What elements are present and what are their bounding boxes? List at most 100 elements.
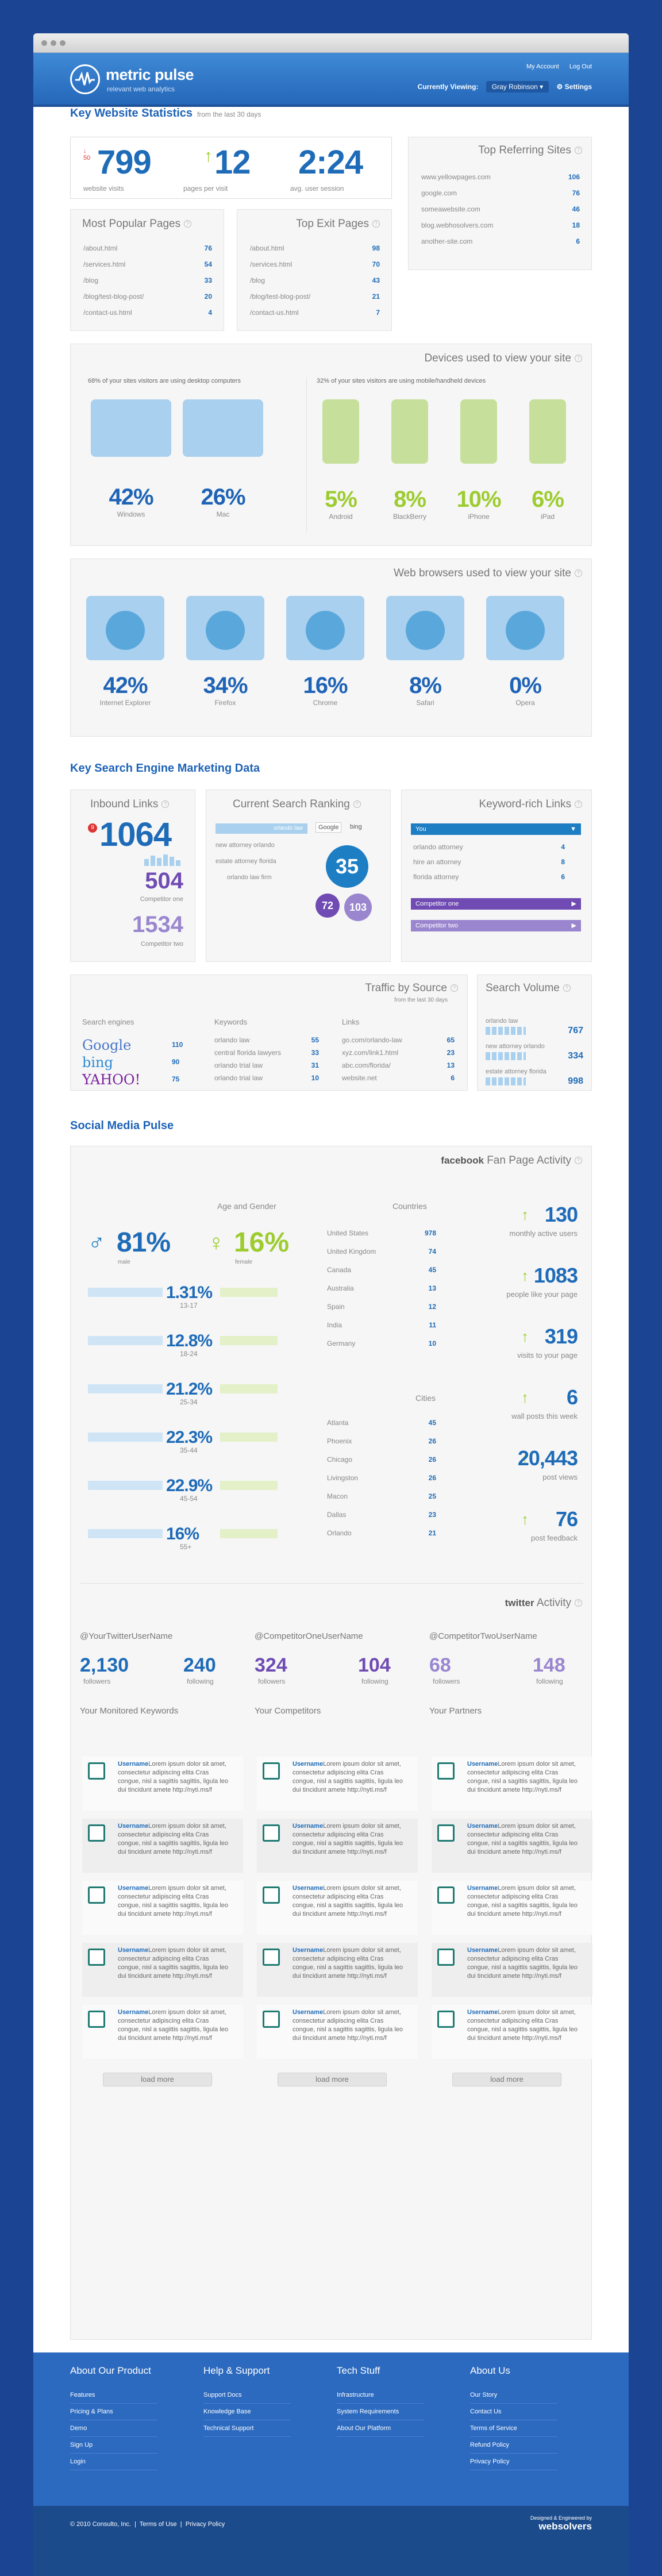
ranking-keyword[interactable]: new attorney orlando xyxy=(215,842,275,849)
rich-competitor-two-bar[interactable]: Competitor two ▶ xyxy=(411,920,581,931)
bing-tab[interactable]: bing xyxy=(350,823,362,830)
avatar[interactable] xyxy=(88,1949,105,1966)
help-icon[interactable]: ? xyxy=(575,355,582,363)
rich-competitor-one-bar[interactable]: Competitor one ▶ xyxy=(411,898,581,910)
footer-link[interactable]: Knowledge Base xyxy=(203,2404,291,2420)
tweet-username[interactable]: Username xyxy=(467,1761,498,1768)
popular-row[interactable]: /blog/test-blog-post/20 xyxy=(83,292,212,301)
tweet-username[interactable]: Username xyxy=(467,1823,498,1830)
tweet-username[interactable]: Username xyxy=(118,1761,149,1768)
help-icon[interactable]: ? xyxy=(575,147,582,155)
footer-link[interactable]: Pricing & Plans xyxy=(70,2404,157,2420)
help-icon[interactable]: ? xyxy=(575,1599,582,1607)
tweet-username[interactable]: Username xyxy=(118,2009,149,2016)
tweet-username[interactable]: Username xyxy=(467,1885,498,1892)
twitter-username[interactable]: @CompetitorTwoUserName xyxy=(429,1631,537,1641)
log-out-link[interactable]: Log Out xyxy=(569,63,592,70)
referring-row[interactable]: google.com 76 xyxy=(421,189,580,197)
avatar[interactable] xyxy=(437,1949,455,1966)
tweet-username[interactable]: Username xyxy=(292,2009,324,2016)
ranking-keyword[interactable]: estate attorney florida xyxy=(215,858,276,865)
rich-you-bar[interactable]: You ▼ xyxy=(411,823,581,835)
country-row[interactable]: Canada 45 xyxy=(327,1266,436,1274)
avatar[interactable] xyxy=(88,2011,105,2028)
ranking-keyword[interactable]: orlando law firm xyxy=(227,874,272,881)
avatar[interactable] xyxy=(263,1824,280,1842)
rich-link-row[interactable]: florida attorney 6 xyxy=(413,873,565,881)
city-row[interactable]: Macon 25 xyxy=(327,1492,436,1500)
keyword-row[interactable]: orlando trial law 31 xyxy=(214,1061,319,1069)
tweet-username[interactable]: Username xyxy=(118,1823,149,1830)
my-account-link[interactable]: My Account xyxy=(526,63,559,70)
help-icon[interactable]: ? xyxy=(451,984,458,992)
rich-link-row[interactable]: hire an attorney 8 xyxy=(413,858,565,866)
exit-row[interactable]: /contact-us.html 7 xyxy=(250,309,380,317)
help-icon[interactable]: ? xyxy=(563,984,571,992)
footer-link[interactable]: Technical Support xyxy=(203,2420,291,2437)
twitter-username[interactable]: @CompetitorOneUserName xyxy=(255,1631,363,1641)
exit-row[interactable]: /services.html 70 xyxy=(250,260,380,268)
client-select[interactable]: Gray Robinson ▾ xyxy=(486,81,549,93)
help-icon[interactable]: ? xyxy=(184,220,192,228)
tweet-item[interactable]: UsernameLorem ipsum dolor sit amet, cons… xyxy=(257,1881,418,1935)
avatar[interactable] xyxy=(263,1762,280,1780)
link-row[interactable]: website.net 6 xyxy=(342,1074,455,1082)
help-icon[interactable]: ? xyxy=(353,800,361,808)
country-row[interactable]: Australia 13 xyxy=(327,1284,436,1292)
help-icon[interactable]: ? xyxy=(575,800,582,808)
country-row[interactable]: United Kingdom 74 xyxy=(327,1247,436,1256)
popular-row[interactable]: /about.html 76 xyxy=(83,244,212,252)
avatar[interactable] xyxy=(437,2011,455,2028)
rich-link-row[interactable]: orlando attorney 4 xyxy=(413,843,565,851)
exit-row[interactable]: /blog 43 xyxy=(250,276,380,284)
city-row[interactable]: Dallas 23 xyxy=(327,1511,436,1519)
referring-row[interactable]: someawebsite.com 46 xyxy=(421,205,580,213)
footer-link[interactable]: Support Docs xyxy=(203,2387,291,2404)
footer-link[interactable]: Sign Up xyxy=(70,2437,157,2454)
tweet-item[interactable]: UsernameLorem ipsum dolor sit amet, cons… xyxy=(432,1819,592,1873)
city-row[interactable]: Chicago 26 xyxy=(327,1456,436,1464)
avatar[interactable] xyxy=(437,1762,455,1780)
footer-link[interactable]: Infrastructure xyxy=(337,2387,424,2404)
tweet-username[interactable]: Username xyxy=(467,1947,498,1954)
referring-row[interactable]: another-site.com 6 xyxy=(421,237,580,245)
gear-icon[interactable]: ⚙ xyxy=(556,83,563,91)
avatar[interactable] xyxy=(263,1949,280,1966)
footer-link[interactable]: Terms of Service xyxy=(470,2420,557,2437)
google-tab[interactable]: Google xyxy=(315,822,342,833)
keyword-row[interactable]: orlando trial law 10 xyxy=(214,1074,319,1082)
popular-row[interactable]: /blog 33 xyxy=(83,276,212,284)
keyword-row[interactable]: orlando law 55 xyxy=(214,1036,319,1044)
referring-row[interactable]: blog.webhosolvers.com 18 xyxy=(421,221,580,229)
websolvers-logo[interactable]: websolvers xyxy=(538,2521,592,2532)
twitter-username[interactable]: @YourTwitterUserName xyxy=(80,1631,173,1641)
city-row[interactable]: Atlanta 45 xyxy=(327,1419,436,1427)
tweet-item[interactable]: UsernameLorem ipsum dolor sit amet, cons… xyxy=(432,1881,592,1935)
footer-link[interactable]: Contact Us xyxy=(470,2404,557,2420)
footer-link[interactable]: Features xyxy=(70,2387,157,2404)
avatar[interactable] xyxy=(263,1886,280,1904)
tweet-username[interactable]: Username xyxy=(118,1885,149,1892)
footer-link[interactable]: Demo xyxy=(70,2420,157,2437)
avatar[interactable] xyxy=(437,1824,455,1842)
avatar[interactable] xyxy=(437,1886,455,1904)
load-more-button[interactable]: load more xyxy=(452,2073,561,2086)
tweet-item[interactable]: UsernameLorem ipsum dolor sit amet, cons… xyxy=(82,1943,243,1997)
window-button[interactable] xyxy=(51,40,56,46)
tweet-item[interactable]: UsernameLorem ipsum dolor sit amet, cons… xyxy=(82,1881,243,1935)
popular-row[interactable]: /contact-us.html 4 xyxy=(83,309,212,317)
exit-row[interactable]: /about.html 98 xyxy=(250,244,380,252)
avatar[interactable] xyxy=(88,1762,105,1780)
footer-link[interactable]: Our Story xyxy=(470,2387,557,2404)
link-row[interactable]: abc.com/florida/13 xyxy=(342,1061,455,1069)
settings-link[interactable]: Settings xyxy=(564,83,592,91)
tweet-item[interactable]: UsernameLorem ipsum dolor sit amet, cons… xyxy=(257,1819,418,1873)
tweet-item[interactable]: UsernameLorem ipsum dolor sit amet, cons… xyxy=(257,1757,418,1811)
tweet-username[interactable]: Username xyxy=(467,2009,498,2016)
country-row[interactable]: United States 978 xyxy=(327,1229,436,1237)
keyword-row[interactable]: central florida lawyers 33 xyxy=(214,1049,319,1057)
tweet-username[interactable]: Username xyxy=(292,1885,324,1892)
referring-row[interactable]: www.yellowpages.com 106 xyxy=(421,173,580,181)
tweet-item[interactable]: UsernameLorem ipsum dolor sit amet, cons… xyxy=(432,1757,592,1811)
tweet-item[interactable]: UsernameLorem ipsum dolor sit amet, cons… xyxy=(82,2005,243,2059)
